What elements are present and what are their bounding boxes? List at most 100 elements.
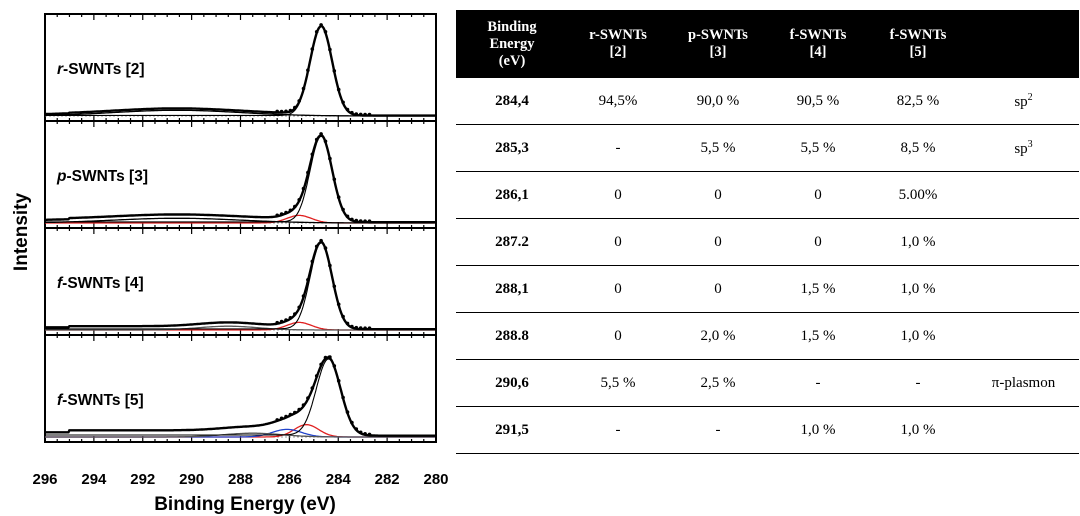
assignment-text: π-plasmon xyxy=(991,374,1056,391)
table-cell-f4: 5,5 % xyxy=(768,124,868,172)
data-point xyxy=(363,326,367,331)
table-row: 288.8 0 2,0 % 1,5 % 1,0 % xyxy=(456,312,1079,360)
data-point xyxy=(310,386,315,390)
x-tick-label: 292 xyxy=(130,471,155,488)
data-point xyxy=(279,109,284,114)
x-tick-label: 296 xyxy=(32,471,57,488)
x-tick-label: 284 xyxy=(326,471,352,488)
table-cell-be: 288.8 xyxy=(456,312,568,360)
data-point xyxy=(275,213,280,218)
x-tick-label: 282 xyxy=(375,471,400,488)
data-point xyxy=(354,112,359,116)
table-row: 288,1 0 0 1,5 % 1,0 % xyxy=(456,265,1079,313)
data-point xyxy=(301,186,306,191)
table-cell-assignment xyxy=(968,171,1079,219)
data-point xyxy=(350,217,354,222)
table-cell-assignment xyxy=(968,406,1079,454)
data-point xyxy=(279,319,284,324)
table-cell-r2: - xyxy=(568,124,668,172)
y-axis-label: Intensity xyxy=(11,193,32,272)
table-cell-be: 285,3 xyxy=(456,124,568,172)
table-row: 285,3-5,5 % 5,5 % 8,5 % sp3 xyxy=(456,124,1079,172)
table-cell-p3: 0 xyxy=(668,265,768,313)
data-point xyxy=(345,410,350,414)
panel-label: f-SWNTs [5] xyxy=(57,392,144,409)
table-cell-p3: 0 xyxy=(668,171,768,219)
data-point xyxy=(328,47,332,52)
data-point xyxy=(323,355,328,360)
data-point xyxy=(314,374,319,378)
data-point xyxy=(297,198,302,202)
data-point xyxy=(284,318,288,322)
data-point xyxy=(323,30,328,34)
data-point xyxy=(323,246,328,250)
data-point xyxy=(275,418,280,422)
table-cell-f4: 1,0 % xyxy=(768,406,868,454)
table-cell-be: 291,5 xyxy=(456,406,568,454)
data-point xyxy=(341,207,345,212)
data-point xyxy=(367,432,372,437)
data-point xyxy=(319,132,323,136)
table-cell-be: 286,1 xyxy=(456,171,568,219)
data-point xyxy=(319,238,323,243)
data-point xyxy=(284,414,288,419)
table-cell-p3: - xyxy=(668,406,768,454)
table-cell-assignment xyxy=(968,312,1079,360)
table-cell-r2: 0 xyxy=(568,218,668,266)
data-point xyxy=(358,219,363,223)
data-point xyxy=(297,407,302,412)
binding-energy-table: Binding Energy (eV) r-SWNTs [2] p-SWNTs [3] f-S… xyxy=(456,10,1079,454)
table-cell-assignment xyxy=(968,265,1079,313)
header-line: [2] xyxy=(609,44,627,60)
data-point xyxy=(341,314,345,319)
header-line: [5] xyxy=(909,44,927,60)
panel-1: r-SWNTs [2] xyxy=(44,13,437,122)
data-point xyxy=(367,112,372,117)
table-row: 291,5- -1,0 % 1,0 % xyxy=(456,406,1079,454)
data-point xyxy=(314,30,319,34)
data-point xyxy=(350,110,354,115)
data-point xyxy=(367,326,372,331)
table-row: 286,1 0 0 0 5.00% xyxy=(456,171,1079,219)
table-header-cell: p-SWNTs [3] xyxy=(668,10,768,78)
data-point xyxy=(319,362,323,367)
data-point xyxy=(310,259,315,264)
data-point xyxy=(297,305,302,310)
data-point xyxy=(310,152,315,157)
data-point xyxy=(332,364,337,368)
data-point xyxy=(336,302,341,307)
table-cell-r2: 94,5% xyxy=(568,78,668,125)
table-cell-assignment: π-plasmon xyxy=(968,359,1079,407)
table-cell-f5: 8,5 % xyxy=(868,124,968,172)
table-cell-f4: 0 xyxy=(768,171,868,219)
table-cell-f4: 0 xyxy=(768,218,868,266)
table-header-cell: Binding Energy (eV) xyxy=(456,10,568,78)
table-cell-r2: 0 xyxy=(568,265,668,313)
data-point xyxy=(288,412,293,417)
data-point xyxy=(284,210,288,215)
panel-4: f-SWNTs [5] xyxy=(44,334,437,443)
table-header-cell xyxy=(968,10,1079,78)
data-point xyxy=(279,212,284,216)
x-tick-label: 294 xyxy=(81,471,107,488)
data-point xyxy=(363,219,367,223)
data-point xyxy=(314,137,319,142)
table-cell-f5: 1,0 % xyxy=(868,265,968,313)
x-axis: 296 294 292 290 288 286 284 282 280 xyxy=(32,471,448,488)
data-point xyxy=(288,316,293,320)
table-cell-be: 284,4 xyxy=(456,78,568,125)
header-line: Energy xyxy=(489,35,535,52)
x-tick-label: 286 xyxy=(277,471,302,488)
data-point xyxy=(336,379,341,383)
table-cell-p3: 5,5 % xyxy=(668,124,768,172)
table-cell-be: 290,6 xyxy=(456,359,568,407)
table-cell-p3: 2,5 % xyxy=(668,359,768,407)
data-point xyxy=(363,432,367,436)
data-point xyxy=(301,294,306,298)
header-line: r-SWNTs xyxy=(589,27,647,43)
table-cell-r2: 5,5 % xyxy=(568,359,668,407)
table-cell-f4: - xyxy=(768,359,868,407)
table-cell-f5: - xyxy=(868,359,968,407)
data-point xyxy=(293,105,297,110)
data-point xyxy=(301,86,306,91)
